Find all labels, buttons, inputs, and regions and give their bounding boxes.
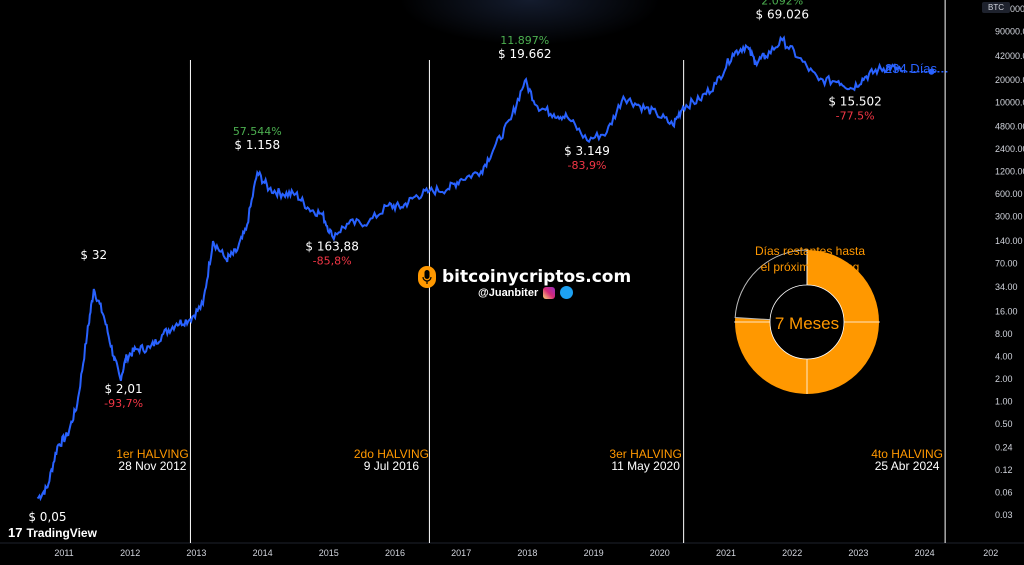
price-annotation: $ 2,01	[104, 382, 142, 396]
currency-badge: BTC	[982, 2, 1010, 13]
y-tick-label: 0.50	[995, 419, 1013, 429]
x-tick-label: 2015	[319, 548, 339, 558]
x-tick-label: 2012	[120, 548, 140, 558]
tradingview-text: TradingView	[26, 525, 97, 540]
halving-label: 2do HALVING	[354, 447, 429, 461]
halving-date: 11 May 2020	[611, 459, 680, 473]
x-tick-label: 2011	[54, 548, 73, 558]
donut-hole	[769, 284, 845, 360]
background-glow	[400, 0, 660, 45]
price-annotation: $ 32	[80, 248, 107, 262]
y-tick-label: 8.00	[995, 329, 1013, 339]
halving-date: 9 Jul 2016	[364, 459, 420, 473]
price-annotation: $ 3.149	[564, 144, 610, 158]
x-tick-label: 2022	[782, 548, 802, 558]
x-tick-label: 2020	[650, 548, 670, 558]
price-annotation: $ 163,88	[305, 239, 358, 253]
gain-percent: 57.544%	[233, 125, 282, 138]
y-tick-label: 4.00	[995, 351, 1013, 361]
brand-watermark: bitcoinycriptos.com	[418, 266, 631, 288]
social-handle: @Juanbiter	[478, 286, 574, 299]
tradingview-logo[interactable]: 17 TradingView	[8, 525, 97, 540]
halving-date: 28 Nov 2012	[118, 459, 186, 473]
instagram-icon[interactable]	[543, 286, 556, 299]
y-tick-label: 20000.0	[995, 75, 1024, 85]
x-tick-label: 2024	[915, 548, 935, 558]
y-tick-label: 0.24	[995, 443, 1013, 453]
forecast-point	[928, 68, 935, 75]
countdown-caption-line2: el próximo Halving	[760, 260, 860, 274]
y-tick-label: 140.00	[995, 236, 1023, 246]
price-annotation: $ 69.026	[756, 7, 809, 21]
halving-countdown-donut: 7 Meses	[734, 249, 880, 394]
gain-percent: 11.897%	[500, 34, 549, 47]
x-tick-label: 2018	[517, 548, 537, 558]
x-tick-label: 2023	[848, 548, 868, 558]
y-tick-label: 34.00	[995, 282, 1018, 292]
x-tick-label: 2016	[385, 548, 405, 558]
y-tick-label: 4800.00	[995, 122, 1024, 132]
x-tick-label: 2013	[186, 548, 206, 558]
drop-percent: -83,9%	[568, 159, 607, 172]
y-tick-label: 70.00	[995, 259, 1018, 269]
twitter-icon[interactable]	[560, 286, 574, 299]
y-tick-label: 16.00	[995, 306, 1018, 316]
y-tick-label: 1.00	[995, 396, 1013, 406]
btc-price-line	[36, 35, 903, 502]
halving-label: 4to HALVING	[871, 447, 943, 461]
y-tick-label: 600.00	[995, 189, 1023, 199]
x-tick-label: 202	[983, 548, 998, 558]
y-tick-label: 0.06	[995, 488, 1013, 498]
donut-center-label: 7 Meses	[775, 314, 839, 333]
y-tick-label: 300.00	[995, 211, 1023, 221]
x-tick-label: 2019	[584, 548, 604, 558]
price-annotation: $ 1.158	[234, 138, 280, 152]
drop-percent: -85,8%	[313, 254, 352, 267]
days-remaining-label: 234 Días	[885, 61, 938, 76]
halving-label: 3er HALVING	[609, 447, 681, 461]
drop-percent: -93,7%	[104, 397, 143, 410]
drop-percent: -77.5%	[836, 109, 875, 122]
y-tick-label: 2400.00	[995, 144, 1024, 154]
countdown-caption-line1: Días restantes hasta	[754, 244, 866, 258]
y-tick-label: 42000.0	[995, 51, 1024, 61]
y-tick-label: 0.12	[995, 465, 1013, 475]
halving-date: 25 Abr 2024	[875, 459, 940, 473]
microphone-icon	[418, 266, 436, 288]
brand-text: bitcoinycriptos.com	[442, 267, 632, 287]
y-tick-label: 0.03	[995, 510, 1013, 520]
price-annotation: $ 0,05	[28, 510, 66, 524]
y-tick-label: 2.00	[995, 374, 1013, 384]
y-tick-label: 1200.00	[995, 166, 1024, 176]
halving-label: 1er HALVING	[116, 447, 188, 461]
price-annotation: $ 15.502	[828, 94, 881, 108]
gain-percent: 2.092%	[761, 0, 803, 7]
x-tick-label: 2014	[253, 548, 273, 558]
y-tick-label: 10000.0	[995, 98, 1024, 108]
handle-text: @Juanbiter	[478, 286, 539, 299]
countdown-caption: Días restantes hasta el próximo Halving	[740, 243, 880, 275]
x-tick-label: 2021	[716, 548, 736, 558]
y-tick-label: 90000.0	[995, 26, 1024, 36]
price-annotation: $ 19.662	[498, 47, 551, 61]
x-tick-label: 2017	[451, 548, 471, 558]
tradingview-icon: 17	[8, 525, 23, 540]
